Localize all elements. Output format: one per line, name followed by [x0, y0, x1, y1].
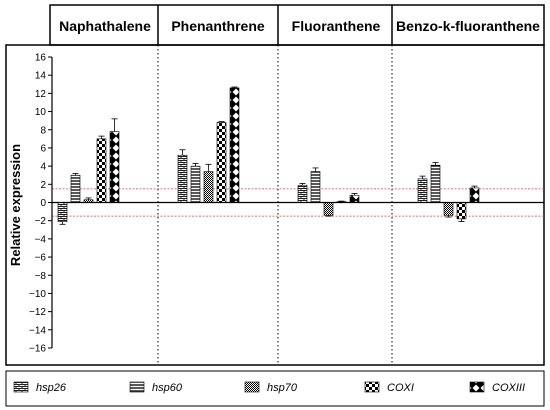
plot-frame — [5, 44, 545, 366]
bar-hsp26 — [297, 184, 308, 203]
y-tick-label: −12 — [29, 307, 46, 318]
y-tick-label: 8 — [40, 125, 46, 136]
y-tick-label: −6 — [35, 253, 47, 264]
y-tick-label: 6 — [40, 143, 46, 154]
bar-hsp60 — [70, 174, 81, 203]
bar-COXIII — [229, 87, 240, 203]
bar-COXI — [96, 138, 107, 203]
bar-hsp26 — [57, 202, 68, 222]
y-tick-label: 14 — [35, 71, 47, 82]
bar-COXIII — [469, 187, 480, 203]
y-tick-label: 2 — [40, 180, 46, 191]
legend-swatch-hsp70 — [244, 381, 260, 393]
legend-label-hsp70: hsp70 — [267, 382, 298, 394]
y-tick-label: 0 — [40, 198, 46, 209]
bar-COXIII — [109, 131, 120, 203]
legend-swatch-hsp26 — [13, 381, 29, 393]
legend-swatch-hsp60 — [129, 381, 145, 393]
legend-label-COXI: COXI — [387, 382, 414, 394]
y-tick-label: −14 — [29, 325, 46, 336]
bar-COXIII — [349, 194, 360, 203]
bar-hsp70 — [443, 202, 454, 216]
y-axis-label: Relative expression — [8, 144, 23, 266]
legend-swatch-COXI — [364, 381, 380, 393]
bar-hsp60 — [310, 171, 321, 203]
y-tick-label: 16 — [35, 53, 47, 64]
y-tick-label: −2 — [35, 216, 47, 227]
category-header: Benzo-k-fluoranthene — [396, 18, 540, 34]
y-tick-label: −4 — [35, 234, 47, 245]
bar-hsp70 — [203, 171, 214, 203]
y-tick-label: −8 — [35, 271, 47, 282]
bar-hsp26 — [177, 154, 188, 203]
bar-COXI — [216, 122, 227, 203]
y-tick-label: −16 — [29, 344, 46, 355]
bar-hsp70 — [323, 202, 334, 216]
category-header: Phenanthrene — [171, 18, 265, 34]
y-tick-label: 10 — [35, 107, 47, 118]
bar-hsp60 — [430, 164, 441, 203]
legend-swatch-COXIII — [469, 381, 485, 393]
y-tick-label: 4 — [40, 162, 46, 173]
y-tick-label: −10 — [29, 289, 46, 300]
bar-hsp26 — [417, 178, 428, 203]
bar-COXI — [456, 202, 467, 220]
category-header: Naphathalene — [59, 18, 151, 34]
bar-hsp60 — [190, 165, 201, 203]
category-header: Fluoranthene — [292, 18, 381, 34]
y-tick-label: 12 — [35, 89, 47, 100]
legend-label-COXIII: COXIII — [492, 382, 525, 394]
legend-label-hsp26: hsp26 — [36, 382, 67, 394]
legend-label-hsp60: hsp60 — [152, 382, 183, 394]
legend-frame — [5, 370, 545, 407]
